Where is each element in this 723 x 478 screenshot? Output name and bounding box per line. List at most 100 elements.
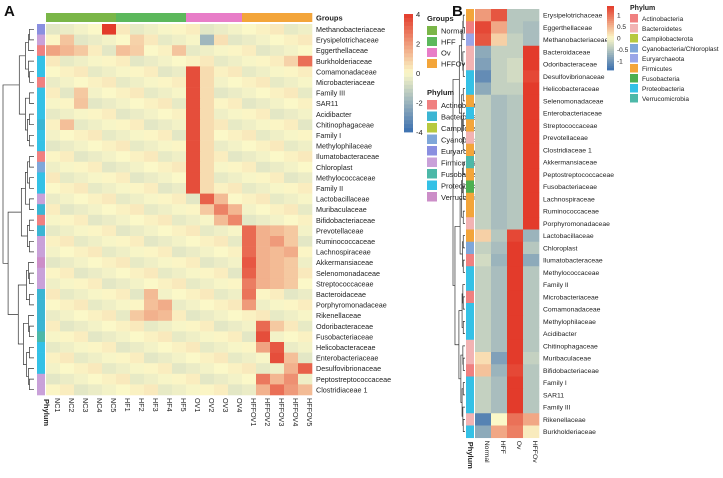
- heat-cell: [186, 352, 201, 364]
- heat-cell: [214, 119, 229, 131]
- dendrogram-branch: [29, 113, 34, 126]
- heat-cell: [256, 278, 271, 290]
- heat-cell: [491, 425, 508, 439]
- legend-label: Proteobacteria: [642, 86, 685, 93]
- heat-cell: [475, 254, 492, 267]
- heat-cell: [186, 172, 201, 184]
- heat-cell: [507, 9, 524, 22]
- heat-cell: [214, 45, 229, 57]
- heat-cell: [475, 9, 492, 22]
- heat-cell: [523, 58, 540, 71]
- colorbar-step: [404, 73, 413, 78]
- legend-label: Euryarchaeota: [642, 56, 685, 63]
- heat-cell: [116, 257, 131, 269]
- dendrogram-branch: [26, 352, 30, 377]
- phylum-cell: [466, 339, 474, 353]
- column-label: HFFOV4: [291, 398, 300, 426]
- heat-cell: [116, 214, 131, 226]
- dendrogram-branch: [462, 259, 465, 273]
- heat-cell: [46, 278, 61, 290]
- heat-cell: [186, 204, 201, 216]
- colorbar-step: [404, 84, 413, 90]
- heat-cell: [88, 161, 103, 173]
- heat-cell: [46, 236, 61, 247]
- colorbar-step: [607, 57, 614, 60]
- colorbar-step: [607, 20, 614, 24]
- heat-cell: [214, 66, 229, 78]
- heat-cell: [116, 246, 131, 258]
- heat-cell: [200, 45, 215, 57]
- heat-cell: [507, 21, 524, 34]
- dendrogram-branch: [462, 241, 464, 267]
- row-label: Family I: [543, 380, 567, 387]
- heat-cell: [228, 119, 243, 131]
- heat-cell: [102, 373, 117, 385]
- dendrogram-branch: [462, 419, 465, 432]
- heat-cell: [270, 352, 285, 364]
- colorbar-tick: -4: [416, 128, 423, 137]
- colorbar-step: [607, 23, 614, 26]
- group-cell: [74, 13, 89, 22]
- heat-cell: [270, 289, 285, 300]
- heat-cell: [491, 143, 508, 157]
- heat-cell: [158, 193, 173, 205]
- heat-cell: [256, 267, 271, 279]
- heat-cell: [284, 55, 299, 67]
- heat-cell: [523, 327, 540, 341]
- heat-cell: [270, 384, 285, 396]
- heat-cell: [475, 388, 492, 402]
- column-labels-a: NC1 NC2 NC3 NC4 NC5 HF1 HF2 HF3 HF4 HF5 OV1 OV2 OV3 O…: [53, 398, 314, 426]
- heat-cell: [60, 278, 75, 290]
- heat-cell: [475, 303, 492, 316]
- row-label: Erysipelotrichaceae: [543, 13, 603, 20]
- heat-cell: [200, 214, 215, 226]
- heat-cell: [256, 236, 271, 247]
- heat-cell: [158, 257, 173, 269]
- heat-cell: [200, 320, 215, 332]
- heat-cell: [284, 66, 299, 78]
- heat-cell: [284, 352, 299, 364]
- heat-cell: [172, 172, 187, 184]
- dendrogram-branch: [29, 346, 34, 359]
- heat-cell: [144, 320, 159, 332]
- heat-cell: [172, 140, 187, 152]
- heat-cell: [284, 204, 299, 216]
- heat-cell: [242, 55, 257, 67]
- heat-cell: [186, 342, 201, 353]
- colorbar-step: [404, 57, 413, 62]
- heat-cell: [270, 363, 285, 375]
- column-label: OV1: [193, 398, 202, 412]
- heat-cell: [284, 236, 299, 247]
- heat-cell: [507, 352, 524, 365]
- heat-cell: [491, 241, 508, 255]
- phylum-cell: [466, 143, 474, 157]
- column-label: HFF: [499, 441, 506, 454]
- heat-cell: [256, 342, 271, 353]
- heat-cell: [298, 24, 313, 35]
- heat-cell: [130, 363, 145, 375]
- heat-cell: [74, 236, 89, 247]
- heat-cell: [186, 320, 201, 332]
- colorbar-tick: 0.5: [617, 24, 626, 31]
- row-label: Odoribacteraceae: [543, 62, 597, 69]
- group-cell: [242, 13, 257, 22]
- heat-cell: [60, 320, 75, 332]
- heat-cell: [242, 77, 257, 88]
- heat-cell: [475, 229, 492, 243]
- heat-cell: [130, 130, 145, 141]
- heat-cell: [186, 267, 201, 279]
- legend-swatch: [630, 14, 638, 23]
- heat-cell: [475, 327, 492, 341]
- heat-cell: [270, 225, 285, 237]
- heat-cell: [256, 108, 271, 120]
- phylum-cell: [37, 45, 45, 57]
- heat-cell: [102, 161, 117, 173]
- heat-cell: [60, 246, 75, 258]
- heat-cell: [102, 352, 117, 364]
- heat-cell: [116, 98, 131, 110]
- heat-cell: [172, 193, 187, 205]
- heat-cell: [523, 425, 540, 439]
- heat-cell: [475, 266, 492, 279]
- heat-cell: [200, 183, 215, 194]
- legend-swatch: [630, 74, 638, 83]
